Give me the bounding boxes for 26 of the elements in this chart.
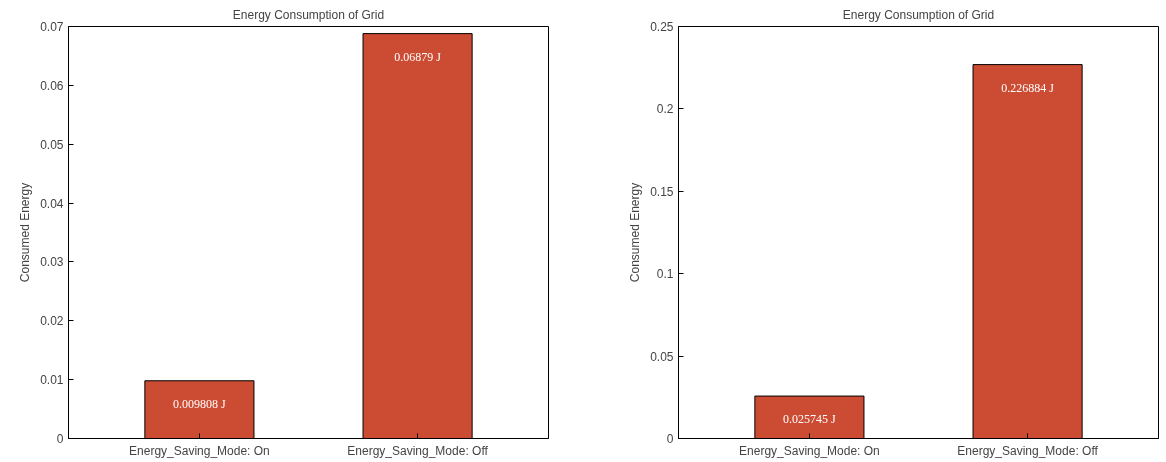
- y-tick-label: 0: [666, 432, 674, 446]
- y-tick-label: 0.05: [40, 137, 64, 152]
- chart-title: Energy Consumption of Grid: [232, 7, 385, 22]
- y-tick-label: 0.07: [40, 20, 64, 34]
- y-tick-label: 0: [56, 432, 64, 446]
- y-tick-label: 0.25: [650, 20, 674, 34]
- y-tick-label: 0.06: [40, 78, 64, 93]
- data-label: 0.06879 J: [394, 49, 442, 64]
- y-axis-title: Consumed Energy: [628, 182, 643, 283]
- y-tick-label: 0.15: [650, 184, 674, 199]
- y-tick-label: 0.03: [40, 255, 64, 270]
- y-tick-label: 0.01: [40, 373, 64, 388]
- data-label: 0.226884 J: [1001, 80, 1055, 95]
- x-tick-label: Energy_Saving_Mode: Off: [957, 443, 1099, 458]
- y-tick-label: 0.05: [650, 349, 674, 364]
- y-axis-title: Consumed Energy: [18, 182, 33, 283]
- data-label: 0.009808 J: [173, 396, 227, 411]
- y-tick-label: 0.02: [40, 314, 64, 329]
- chart-title: Energy Consumption of Grid: [842, 7, 995, 22]
- x-tick-label: Energy_Saving_Mode: Off: [347, 443, 489, 458]
- y-tick-label: 0.04: [40, 196, 64, 211]
- y-tick-label: 0.2: [656, 102, 674, 117]
- x-tick-label: Energy_Saving_Mode: On: [129, 443, 270, 458]
- y-tick-label: 0.1: [656, 267, 674, 282]
- data-label: 0.025745 J: [783, 412, 837, 427]
- x-tick-label: Energy_Saving_Mode: On: [739, 443, 880, 458]
